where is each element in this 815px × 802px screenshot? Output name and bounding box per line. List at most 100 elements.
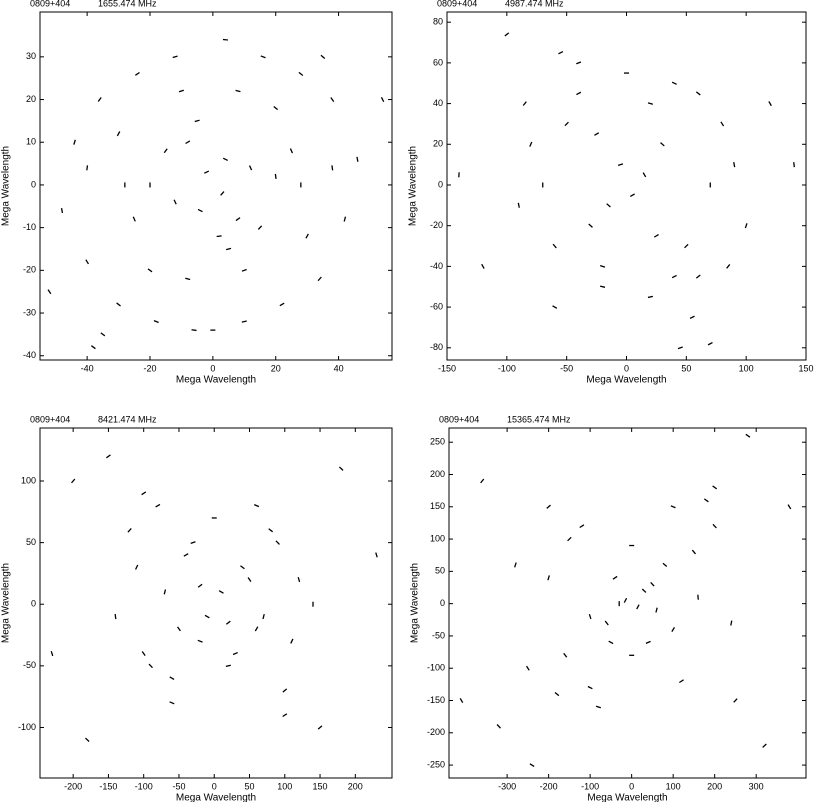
- uv-point: [185, 277, 191, 281]
- uv-point: [172, 55, 178, 59]
- uv-point: [529, 141, 533, 147]
- uv-point: [712, 485, 718, 490]
- uv-point: [567, 536, 572, 542]
- uv-point: [703, 498, 709, 503]
- uv-point: [762, 743, 767, 748]
- uv-point: [282, 688, 288, 693]
- uv-point: [579, 524, 585, 529]
- uv-point: [222, 157, 228, 161]
- x-tick-label: 0: [629, 781, 634, 791]
- source-name: 0809+404: [30, 0, 70, 8]
- uv-point: [91, 345, 96, 350]
- uv-point: [194, 119, 200, 123]
- uv-point: [100, 332, 106, 337]
- uv-point: [290, 638, 294, 644]
- uv-point: [225, 247, 232, 251]
- uv-point: [525, 665, 530, 671]
- uv-point: [84, 737, 90, 742]
- uv-point: [695, 274, 701, 279]
- uv-point: [720, 121, 725, 127]
- frequency: 1655.474 MHz: [98, 0, 157, 8]
- uv-point: [148, 663, 153, 669]
- y-tick-label: -100: [427, 663, 445, 673]
- uv-point: [262, 613, 265, 620]
- uv-point: [653, 234, 659, 238]
- uv-point: [330, 97, 335, 102]
- y-tick-label: 40: [433, 98, 443, 108]
- uv-point: [726, 264, 731, 269]
- plot-frame: [448, 427, 807, 779]
- uv-point: [636, 604, 640, 610]
- uv-point: [71, 478, 76, 484]
- x-tick-label: -150: [438, 363, 456, 373]
- uv-point: [588, 223, 593, 228]
- uv-point: [529, 763, 535, 767]
- x-tick-label: -200: [540, 781, 558, 791]
- y-tick-label: 10: [26, 137, 36, 147]
- uv-point: [608, 640, 614, 645]
- y-tick-label: -200: [427, 727, 445, 737]
- uv-point: [297, 577, 301, 583]
- x-tick-label: -150: [99, 781, 117, 791]
- uv-point: [655, 607, 658, 613]
- uv-point: [191, 329, 197, 332]
- uv-point: [204, 170, 210, 174]
- uv-point: [576, 61, 582, 65]
- uv-point: [642, 172, 647, 178]
- frequency: 4987.474 MHz: [505, 0, 564, 8]
- uv-point: [169, 701, 175, 705]
- uv-point: [599, 265, 606, 268]
- uv-point: [155, 503, 161, 508]
- x-tick-label: 200: [707, 781, 722, 791]
- uv-point: [650, 582, 655, 587]
- uv-point: [356, 156, 359, 162]
- uv-point: [235, 217, 241, 222]
- y-axis-label: Mega Wavelength: [1, 146, 12, 226]
- uv-point: [232, 651, 238, 656]
- y-tick-label: 60: [433, 57, 443, 67]
- uv-point: [177, 626, 181, 632]
- uv-point: [677, 346, 683, 350]
- y-tick-label: 80: [433, 17, 443, 27]
- source-name: 0809+404: [30, 414, 70, 424]
- uv-point: [331, 165, 334, 171]
- uv-point: [163, 148, 168, 154]
- x-tick-label: 20: [271, 363, 281, 373]
- uv-point: [679, 679, 684, 684]
- uv-point: [647, 102, 654, 105]
- uv-point: [514, 562, 517, 568]
- uv-point: [546, 504, 551, 509]
- uv-point: [695, 91, 701, 96]
- y-tick-label: -20: [430, 220, 443, 230]
- uv-point: [623, 597, 628, 603]
- uv-point: [733, 162, 736, 168]
- y-tick-label: 250: [430, 437, 445, 447]
- uv-point: [606, 203, 611, 208]
- uv-point: [141, 651, 146, 656]
- y-axis-label: Mega Wavelength: [408, 146, 419, 226]
- x-tick-label: 50: [681, 363, 691, 373]
- uv-point: [204, 614, 210, 619]
- uv-point: [85, 259, 90, 265]
- uv-point: [496, 724, 501, 729]
- uv-point: [343, 216, 347, 222]
- x-axis-label: Mega Wavelength: [176, 375, 256, 386]
- uv-point: [114, 613, 117, 620]
- uv-point: [116, 302, 121, 307]
- uv-point: [235, 89, 241, 93]
- uv-point: [564, 121, 569, 127]
- y-tick-label: 0: [31, 599, 36, 609]
- uv-point: [588, 613, 592, 620]
- uv-point: [141, 491, 147, 496]
- uv-point: [134, 564, 139, 570]
- y-tick-label: 100: [430, 533, 445, 543]
- y-tick-label: -20: [23, 265, 36, 275]
- x-tick-label: 150: [313, 781, 328, 791]
- uv-point: [745, 433, 751, 438]
- uv-point: [178, 89, 185, 93]
- y-tick-label: 200: [430, 469, 445, 479]
- uv-point: [241, 268, 247, 272]
- uv-point: [317, 725, 323, 730]
- uv-point: [305, 233, 309, 239]
